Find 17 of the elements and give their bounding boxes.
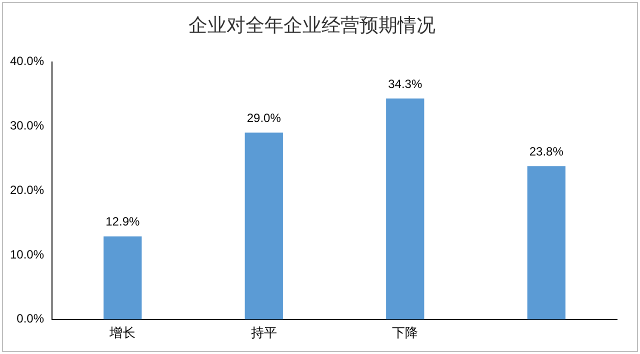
y-tick-label: 10.0% xyxy=(10,247,44,262)
x-tick-label: 下降 xyxy=(392,324,418,340)
bar xyxy=(386,98,424,320)
chart-title: 企业对全年企业经营预期情况 xyxy=(188,14,436,36)
bar xyxy=(104,236,142,320)
data-label: 34.3% xyxy=(388,76,422,91)
data-label: 23.8% xyxy=(529,144,564,158)
y-tick-label: 40.0% xyxy=(10,54,44,68)
y-tick-label: 0.0% xyxy=(16,312,44,326)
y-tick-label: 30.0% xyxy=(10,118,44,133)
x-tick-label: 增长 xyxy=(108,324,136,340)
bar xyxy=(527,166,566,320)
x-tick-label: 持平 xyxy=(250,324,277,340)
data-label: 29.0% xyxy=(246,110,282,125)
y-tick-label: 20.0% xyxy=(10,182,44,197)
data-label: 12.9% xyxy=(106,214,140,229)
bar xyxy=(244,132,283,320)
